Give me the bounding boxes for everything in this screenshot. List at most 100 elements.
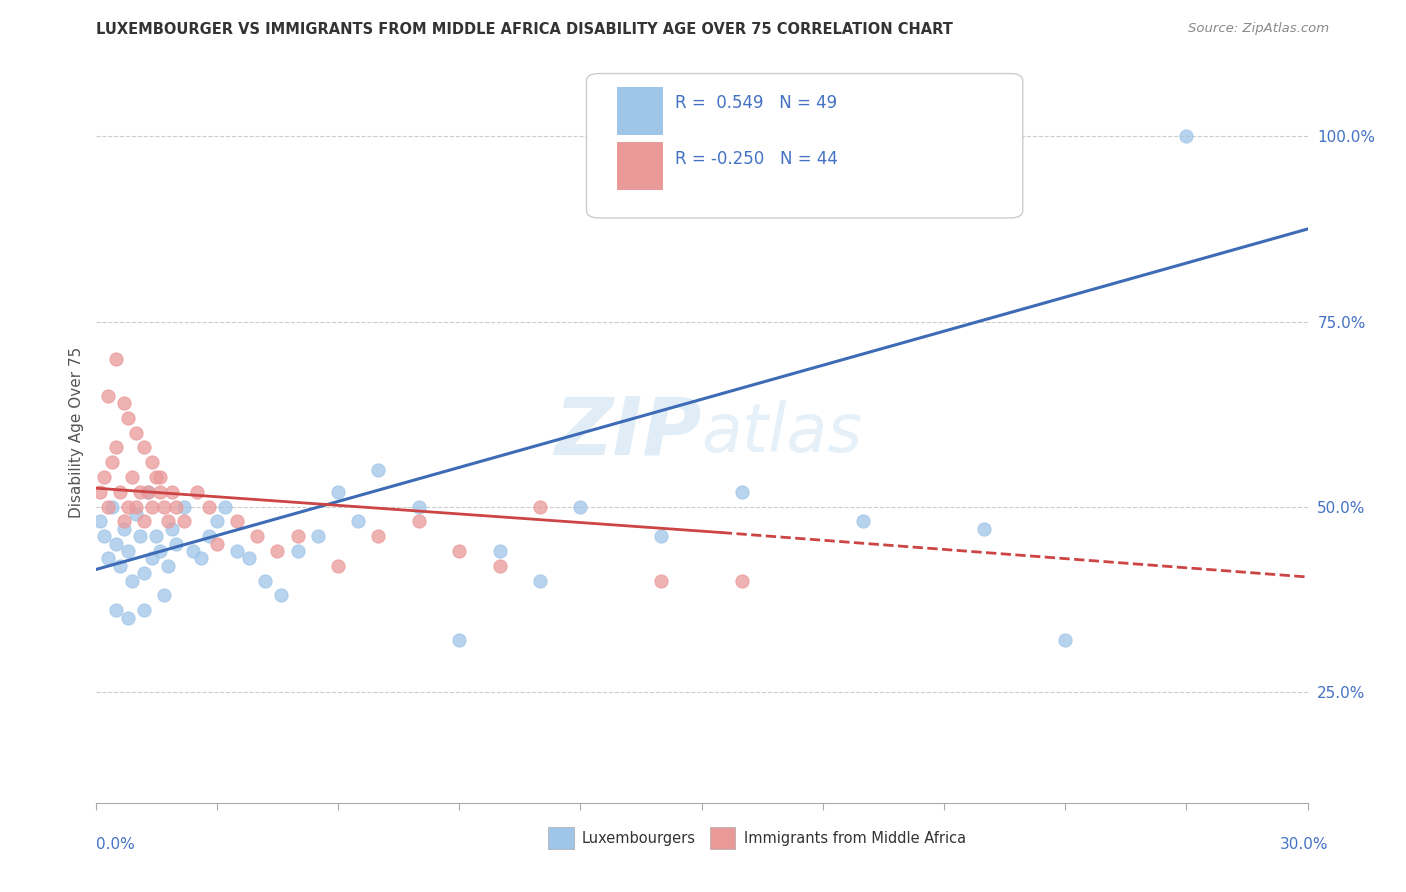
Point: [165, 536, 187, 550]
Point: [117, 611, 139, 625]
Point: [93, 470, 115, 484]
Point: [136, 484, 159, 499]
Point: [121, 574, 143, 588]
Point: [190, 551, 212, 566]
Point: [132, 603, 155, 617]
Point: [145, 470, 167, 484]
Point: [408, 500, 430, 514]
Point: [125, 500, 148, 514]
Point: [449, 544, 471, 558]
Point: [270, 589, 292, 603]
Point: [569, 500, 592, 514]
Point: [197, 529, 219, 543]
Point: [157, 515, 180, 529]
Point: [529, 574, 551, 588]
Point: [132, 515, 155, 529]
Point: [326, 558, 349, 573]
Point: [408, 515, 430, 529]
Point: [117, 544, 139, 558]
Point: [100, 500, 122, 514]
Point: [108, 558, 131, 573]
Point: [145, 529, 167, 543]
Text: 30.0%: 30.0%: [1281, 837, 1329, 852]
Point: [97, 500, 120, 514]
Point: [852, 515, 875, 529]
Point: [89, 515, 111, 529]
Point: [129, 484, 152, 499]
Point: [181, 544, 204, 558]
Point: [162, 522, 184, 536]
Point: [89, 484, 111, 499]
Point: [117, 410, 139, 425]
Point: [238, 551, 260, 566]
Point: [112, 522, 135, 536]
Point: [141, 500, 163, 514]
Point: [246, 529, 269, 543]
Point: [112, 515, 135, 529]
Point: [731, 484, 754, 499]
Point: [104, 603, 127, 617]
Point: [307, 529, 329, 543]
Point: [132, 566, 155, 581]
Text: ZIP: ZIP: [554, 393, 702, 472]
Point: [1175, 129, 1198, 144]
Point: [488, 558, 510, 573]
FancyBboxPatch shape: [586, 73, 1022, 218]
FancyBboxPatch shape: [617, 142, 662, 190]
Point: [136, 484, 159, 499]
Point: [104, 536, 127, 550]
Point: [205, 536, 228, 550]
Point: [104, 351, 127, 366]
Point: [141, 551, 163, 566]
Point: [367, 529, 389, 543]
Point: [1054, 632, 1077, 647]
Point: [347, 515, 370, 529]
Text: Luxembourgers: Luxembourgers: [582, 830, 696, 846]
Text: 0.0%: 0.0%: [96, 837, 135, 852]
Point: [367, 462, 389, 476]
Point: [214, 500, 236, 514]
Point: [108, 484, 131, 499]
Text: Source: ZipAtlas.com: Source: ZipAtlas.com: [1188, 22, 1329, 36]
Text: LUXEMBOURGER VS IMMIGRANTS FROM MIDDLE AFRICA DISABILITY AGE OVER 75 CORRELATION: LUXEMBOURGER VS IMMIGRANTS FROM MIDDLE A…: [96, 22, 952, 37]
Point: [93, 529, 115, 543]
Point: [112, 396, 135, 410]
Point: [226, 544, 249, 558]
Point: [153, 500, 176, 514]
Point: [162, 484, 184, 499]
Point: [149, 484, 172, 499]
Point: [132, 441, 155, 455]
Point: [173, 500, 195, 514]
Text: R =  0.549   N = 49: R = 0.549 N = 49: [675, 95, 837, 112]
Point: [117, 500, 139, 514]
Point: [254, 574, 277, 588]
Point: [287, 529, 309, 543]
Point: [186, 484, 208, 499]
Point: [197, 500, 219, 514]
Point: [165, 500, 187, 514]
Text: atlas: atlas: [702, 400, 863, 466]
Point: [650, 574, 672, 588]
Text: R = -0.250   N = 44: R = -0.250 N = 44: [675, 150, 838, 168]
Point: [529, 500, 551, 514]
Point: [121, 470, 143, 484]
Point: [100, 455, 122, 469]
Point: [149, 544, 172, 558]
Point: [973, 522, 995, 536]
Point: [125, 425, 148, 440]
Point: [173, 515, 195, 529]
Point: [129, 529, 152, 543]
FancyBboxPatch shape: [617, 87, 662, 135]
Point: [205, 515, 228, 529]
Point: [326, 484, 349, 499]
Point: [125, 507, 148, 521]
Point: [731, 574, 754, 588]
Point: [97, 551, 120, 566]
Point: [287, 544, 309, 558]
Point: [449, 632, 471, 647]
Point: [157, 558, 180, 573]
Point: [97, 389, 120, 403]
Point: [141, 455, 163, 469]
Y-axis label: Disability Age Over 75: Disability Age Over 75: [69, 347, 84, 518]
Text: Immigrants from Middle Africa: Immigrants from Middle Africa: [744, 830, 966, 846]
